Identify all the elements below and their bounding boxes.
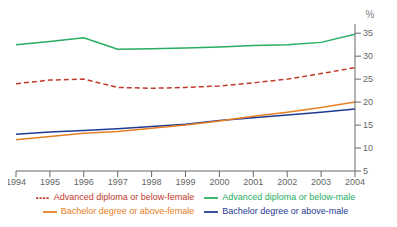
- svg-text:%: %: [366, 9, 375, 20]
- html-text:Bachelor degree or above-femal: Bachelor degree or above-female: [60, 206, 195, 217]
- svg-text:2004: 2004: [345, 177, 365, 187]
- svg-text:2003: 2003: [311, 177, 331, 187]
- svg-text:5: 5: [363, 166, 368, 176]
- html-text:Bachelor degree or above-male: Bachelor degree or above-male: [222, 206, 349, 217]
- svg-text:2002: 2002: [277, 177, 297, 187]
- svg-text:2000: 2000: [209, 177, 229, 187]
- svg-text:2001: 2001: [243, 177, 263, 187]
- html-text:Advanced diploma or below-male: Advanced diploma or below-male: [222, 192, 356, 203]
- svg-text:20: 20: [363, 97, 373, 107]
- svg-text:1996: 1996: [74, 177, 94, 187]
- html-text:Advanced diploma or below-fema: Advanced diploma or below-female: [53, 192, 195, 203]
- svg-text:1995: 1995: [40, 177, 60, 187]
- svg-text:30: 30: [363, 51, 373, 61]
- svg-text:25: 25: [363, 74, 373, 84]
- svg-text:1998: 1998: [142, 177, 162, 187]
- svg-text:10: 10: [363, 143, 373, 153]
- svg-text:1994: 1994: [8, 177, 26, 187]
- svg-text:1997: 1997: [108, 177, 128, 187]
- svg-text:15: 15: [363, 120, 373, 130]
- svg-text:1999: 1999: [175, 177, 195, 187]
- svg-text:35: 35: [363, 28, 373, 38]
